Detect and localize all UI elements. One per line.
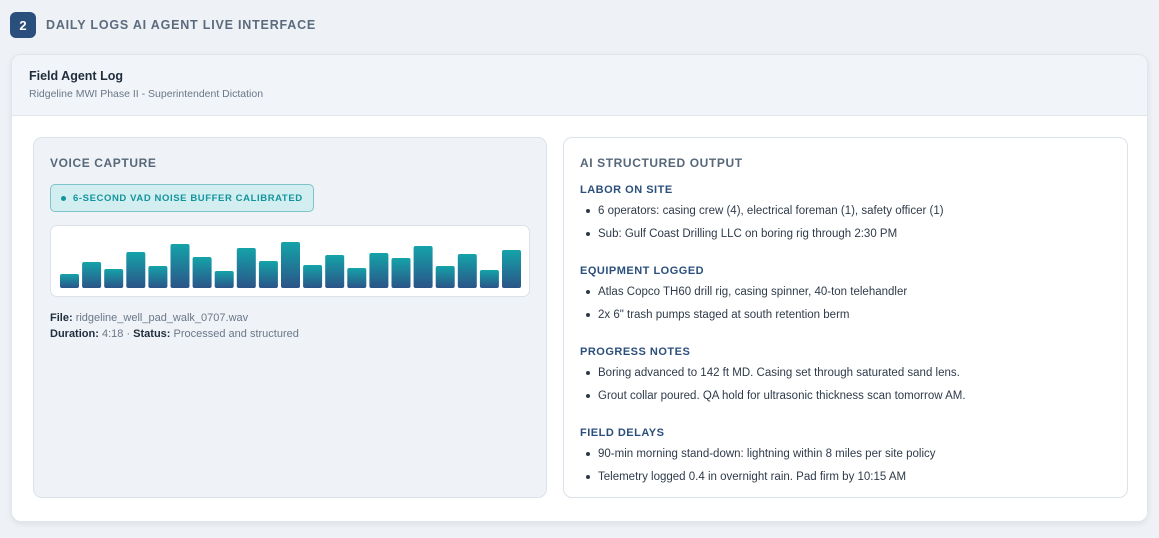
section-title-delays: FIELD DELAYS	[580, 427, 665, 439]
ai-output-heading: AI STRUCTURED OUTPUT	[580, 156, 743, 170]
waveform-bar	[281, 242, 300, 288]
list-item: Telemetry logged 0.4 in overnight rain. …	[580, 469, 1111, 492]
step-number-badge: 2	[10, 12, 36, 38]
status-label: Status:	[133, 328, 171, 340]
vad-badge-label: 6-SECOND VAD NOISE BUFFER CALIBRATED	[73, 192, 303, 204]
list-item: Atlas Copco TH60 drill rig, casing spinn…	[580, 284, 1111, 307]
waveform-bar	[104, 269, 124, 288]
status-dot-icon	[61, 195, 66, 201]
duration-label: Duration:	[50, 328, 99, 340]
waveform-bar	[148, 266, 168, 288]
section-title-labor: LABOR ON SITE	[580, 184, 673, 196]
list-item: Sub: Gulf Coast Drilling LLC on boring r…	[580, 226, 1111, 249]
waveform-bar	[170, 244, 190, 288]
waveform-bar	[60, 274, 79, 288]
vad-calibrated-badge: 6-SECOND VAD NOISE BUFFER CALIBRATED	[50, 184, 314, 212]
waveform-bar	[502, 250, 521, 288]
waveform-bar	[435, 266, 455, 288]
waveform-bar	[413, 246, 433, 288]
waveform-bar	[258, 261, 278, 288]
waveform-bar	[303, 265, 323, 288]
field-agent-log-card: Field Agent Log Ridgeline MWI Phase II -…	[11, 54, 1148, 522]
voice-capture-heading: VOICE CAPTURE	[50, 156, 157, 170]
list-item: 90-min morning stand-down: lightning wit…	[580, 446, 1111, 469]
waveform-bars	[60, 242, 521, 288]
duration-status-line: Duration: 4:18 · Status: Processed and s…	[50, 326, 530, 342]
audio-waveform[interactable]	[50, 225, 530, 297]
file-label: File:	[50, 312, 73, 324]
duration-value: 4:18	[101, 328, 124, 340]
step-header: 2 DAILY LOGS AI AGENT LIVE INTERFACE	[10, 12, 316, 38]
waveform-bar	[369, 253, 389, 288]
ai-structured-output-panel: AI STRUCTURED OUTPUT LABOR ON SITE 6 ope…	[563, 137, 1128, 498]
waveform-bar	[236, 248, 256, 288]
list-item: 6 operators: casing crew (4), electrical…	[580, 203, 1111, 226]
waveform-bar	[82, 262, 102, 288]
waveform-bar	[347, 268, 367, 288]
waveform-bar	[457, 254, 477, 288]
file-meta: File: ridgeline_well_pad_walk_0707.wav D…	[50, 310, 530, 342]
delays-list: 90-min morning stand-down: lightning wit…	[580, 446, 1111, 492]
waveform-bar	[214, 271, 234, 288]
card-subtitle: Ridgeline MWI Phase II - Superintendent …	[29, 88, 264, 100]
progress-list: Boring advanced to 142 ft MD. Casing set…	[580, 365, 1111, 411]
waveform-bar	[126, 252, 146, 288]
list-item: 2x 6" trash pumps staged at south retent…	[580, 307, 1111, 330]
waveform-bar	[325, 255, 345, 288]
step-title: DAILY LOGS AI AGENT LIVE INTERFACE	[46, 18, 317, 32]
list-item: Grout collar poured. QA hold for ultraso…	[580, 388, 1111, 411]
section-title-progress: PROGRESS NOTES	[580, 346, 691, 358]
waveform-bar	[479, 270, 499, 288]
labor-list: 6 operators: casing crew (4), electrical…	[580, 203, 1111, 249]
card-title: Field Agent Log	[29, 69, 123, 83]
waveform-bar	[192, 257, 212, 288]
card-header: Field Agent Log Ridgeline MWI Phase II -…	[12, 55, 1147, 116]
file-line: File: ridgeline_well_pad_walk_0707.wav	[50, 310, 530, 326]
voice-capture-panel: VOICE CAPTURE 6-SECOND VAD NOISE BUFFER …	[33, 137, 547, 498]
file-name[interactable]: ridgeline_well_pad_walk_0707.wav	[75, 312, 249, 324]
section-title-equipment: EQUIPMENT LOGGED	[580, 265, 705, 277]
meta-separator: ·	[126, 328, 131, 340]
waveform-bar	[391, 258, 411, 288]
list-item: Boring advanced to 142 ft MD. Casing set…	[580, 365, 1111, 388]
equipment-list: Atlas Copco TH60 drill rig, casing spinn…	[580, 284, 1111, 330]
status-value: Processed and structured	[173, 328, 299, 340]
